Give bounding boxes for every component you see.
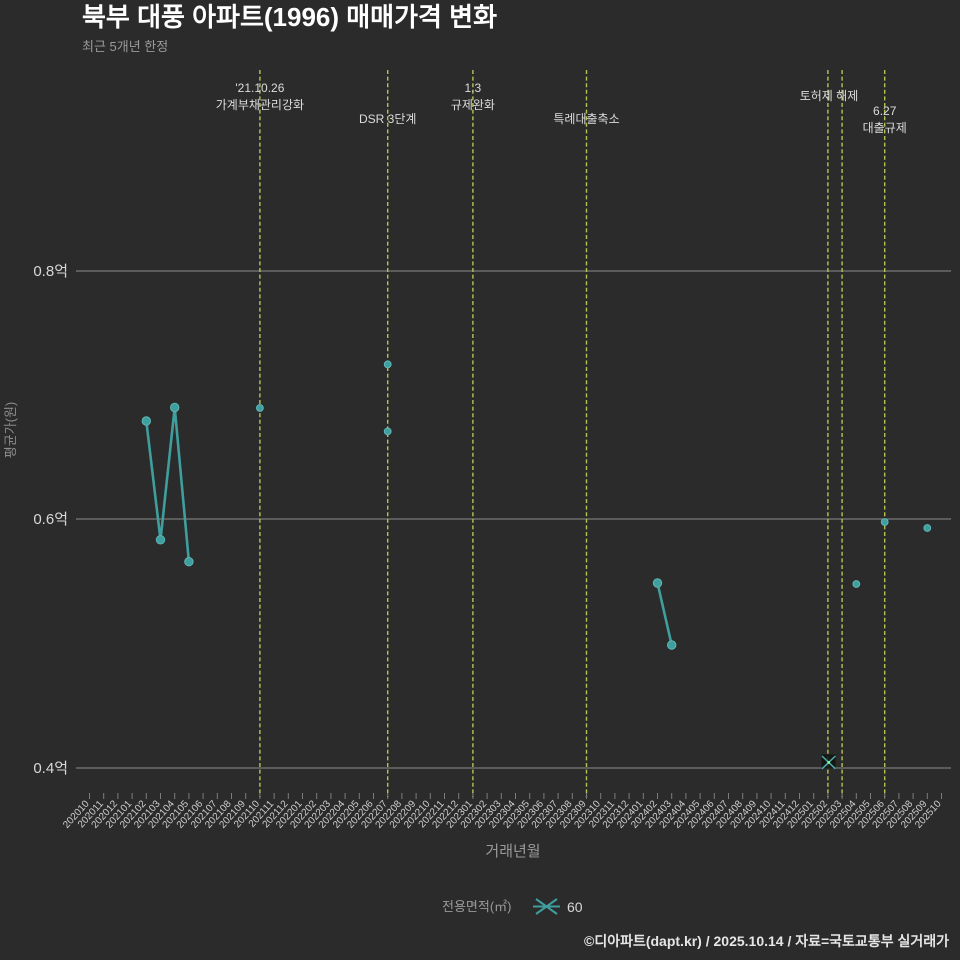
svg-text:60: 60 xyxy=(567,899,583,915)
svg-text:©디아파트(dapt.kr) / 2025.10.14 /: ©디아파트(dapt.kr) / 2025.10.14 / 자료=국토교통부 실… xyxy=(584,933,949,949)
svg-text:대출규제: 대출규제 xyxy=(863,121,907,135)
svg-text:토허제 해제: 토허제 해제 xyxy=(800,89,859,103)
svg-text:거래년월: 거래년월 xyxy=(485,843,540,860)
svg-text:1.3: 1.3 xyxy=(465,81,482,95)
svg-text:0.8억: 0.8억 xyxy=(33,263,68,280)
svg-text:규제완화: 규제완화 xyxy=(451,98,495,112)
svg-text:'21.10.26: '21.10.26 xyxy=(235,81,284,95)
svg-text:북부 대풍 아파트(1996) 매매가격 변화: 북부 대풍 아파트(1996) 매매가격 변화 xyxy=(82,2,497,32)
svg-text:특례대출축소: 특례대출축소 xyxy=(553,112,619,126)
svg-text:0.6억: 0.6억 xyxy=(33,511,68,528)
svg-text:DSR 3단계: DSR 3단계 xyxy=(359,112,416,126)
svg-text:최근 5개년 한정: 최근 5개년 한정 xyxy=(82,39,168,54)
svg-text:전용면적(㎡): 전용면적(㎡) xyxy=(442,899,512,914)
svg-text:평균가(원): 평균가(원) xyxy=(3,402,18,459)
svg-text:0.4억: 0.4억 xyxy=(33,760,68,777)
svg-text:가계부채관리강화: 가계부채관리강화 xyxy=(216,98,304,112)
svg-text:6.27: 6.27 xyxy=(873,104,897,118)
